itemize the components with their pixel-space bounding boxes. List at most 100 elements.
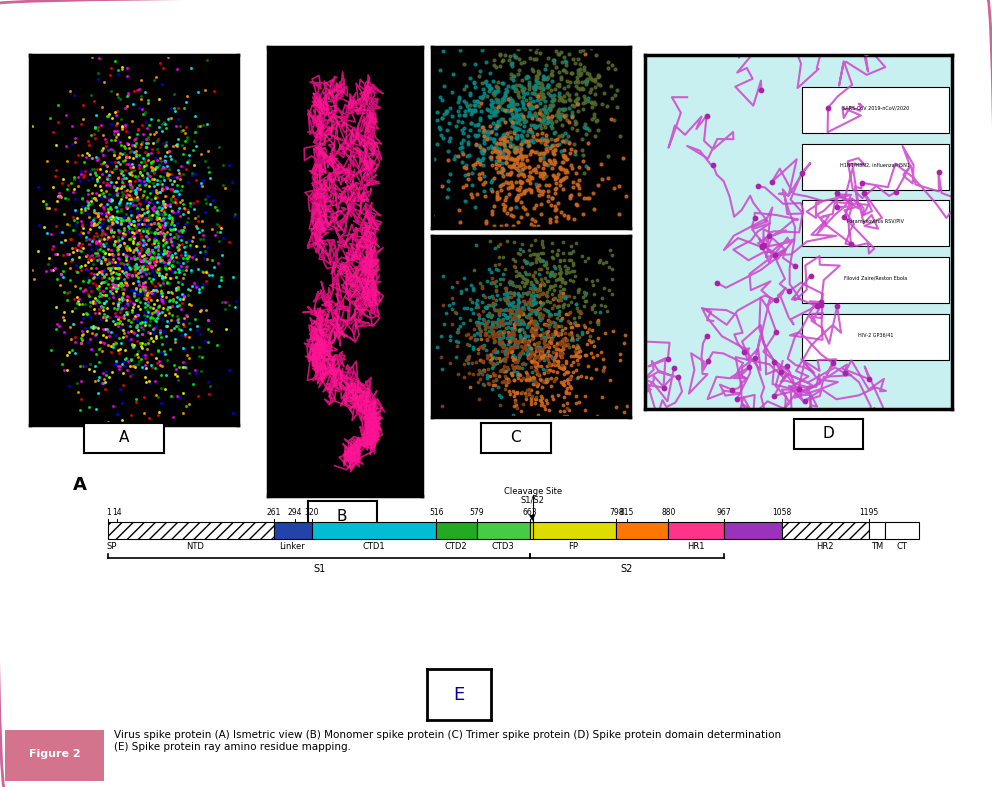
Point — [543, 115, 558, 127]
Point — [549, 139, 564, 151]
Point — [108, 215, 124, 227]
Point — [130, 324, 146, 337]
Point — [474, 339, 490, 352]
Point — [527, 392, 543, 405]
Point — [116, 179, 132, 192]
Point — [83, 296, 99, 309]
Point — [477, 290, 493, 303]
Point — [556, 410, 571, 423]
Point — [578, 127, 594, 140]
Point — [494, 167, 510, 179]
Point — [82, 333, 98, 345]
Point — [519, 275, 535, 287]
Point — [559, 376, 575, 389]
Point — [54, 268, 69, 281]
Point — [148, 212, 164, 225]
Point — [507, 260, 523, 273]
Point — [137, 296, 153, 309]
Point — [523, 98, 539, 110]
Point — [508, 399, 524, 412]
Point — [140, 336, 156, 349]
Point — [543, 364, 558, 376]
Point — [558, 277, 573, 290]
Point — [540, 112, 556, 124]
Point — [444, 302, 460, 315]
Point — [123, 161, 139, 174]
Point — [186, 203, 202, 216]
Point — [160, 249, 176, 261]
Point — [531, 224, 547, 237]
Point — [198, 267, 214, 279]
Point — [570, 346, 586, 359]
Point — [460, 327, 476, 340]
Point — [129, 194, 145, 206]
Point — [172, 298, 187, 311]
Point — [604, 58, 620, 71]
Point — [181, 283, 196, 295]
Point — [523, 281, 539, 294]
Point — [549, 319, 564, 331]
Point — [122, 263, 138, 275]
Point — [49, 220, 64, 232]
Point — [512, 176, 528, 189]
Point — [95, 377, 111, 390]
Point — [575, 97, 591, 109]
Point — [506, 98, 522, 110]
Point — [50, 318, 65, 331]
Point — [543, 104, 558, 116]
Point — [93, 301, 109, 313]
Point — [159, 226, 175, 238]
Point — [175, 257, 190, 270]
Point — [141, 142, 157, 154]
Point — [495, 162, 511, 175]
Point — [114, 186, 130, 198]
Point — [504, 96, 520, 109]
Point — [560, 262, 576, 275]
Point — [100, 278, 116, 290]
Text: CT: CT — [896, 542, 907, 552]
Point — [510, 0, 526, 12]
Point — [132, 246, 148, 258]
Point — [162, 343, 178, 356]
Point — [518, 390, 534, 402]
Point — [119, 213, 135, 226]
Point — [155, 195, 171, 208]
Point — [551, 356, 566, 368]
Point — [514, 153, 530, 165]
Point — [128, 242, 144, 254]
Point — [458, 283, 474, 295]
Point — [140, 214, 156, 227]
Point — [457, 169, 473, 182]
Point — [93, 265, 109, 278]
Point — [532, 167, 548, 179]
Point — [107, 105, 123, 118]
Point — [108, 337, 124, 349]
Point — [77, 235, 93, 247]
Point — [152, 57, 168, 69]
Point — [151, 299, 167, 312]
Point — [557, 151, 572, 164]
Point — [145, 197, 161, 209]
Point — [155, 272, 171, 284]
Point — [128, 175, 144, 187]
Text: A: A — [119, 430, 129, 445]
Point — [550, 421, 565, 434]
Point — [108, 109, 124, 122]
Point — [492, 273, 508, 286]
Point — [147, 179, 163, 192]
Point — [150, 248, 166, 260]
Point — [528, 377, 544, 390]
Point — [179, 235, 194, 248]
Point — [93, 188, 109, 201]
Point — [427, 153, 442, 166]
Point — [491, 315, 507, 327]
Point — [498, 282, 514, 294]
Point — [105, 249, 121, 261]
Point — [472, 65, 488, 77]
Point — [513, 211, 529, 224]
Point — [99, 338, 115, 351]
Point — [506, 289, 522, 301]
Point — [513, 146, 529, 159]
Point — [590, 316, 606, 328]
Point — [96, 264, 112, 276]
